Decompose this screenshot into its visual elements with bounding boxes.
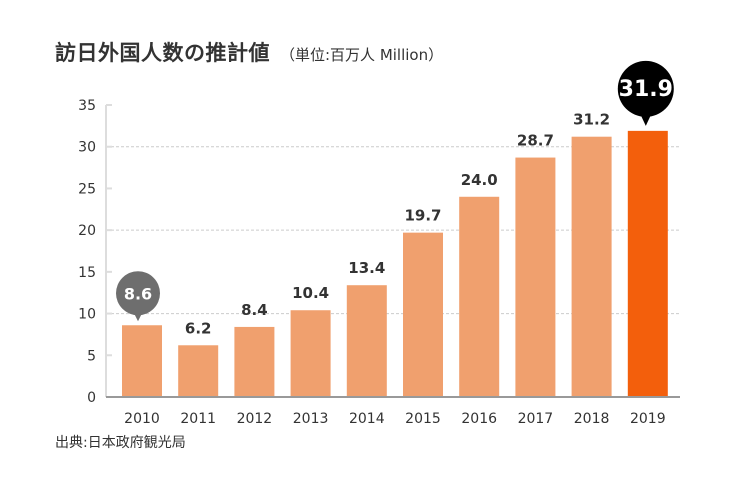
value-label-2019: 31.9 <box>619 77 673 102</box>
y-tick-label: 5 <box>87 348 96 364</box>
bar-2010 <box>122 325 162 397</box>
x-tick-label: 2015 <box>405 411 441 427</box>
bar-2013 <box>290 310 331 397</box>
bar-2015 <box>403 232 443 397</box>
y-tick-label: 15 <box>78 265 96 281</box>
chart-unit: （単位:百万人 Million） <box>280 46 444 64</box>
bar-2014 <box>346 285 387 397</box>
value-label-2014: 13.4 <box>348 259 385 277</box>
y-tick-label: 0 <box>87 390 96 406</box>
x-tick-label: 2017 <box>518 411 554 427</box>
value-label-2012: 8.4 <box>241 301 268 319</box>
value-label-2011: 6.2 <box>185 319 212 337</box>
bar-2016 <box>459 196 500 397</box>
y-tick-label: 25 <box>78 181 96 197</box>
bar-2017 <box>515 157 556 397</box>
x-tick-label: 2010 <box>124 411 160 427</box>
value-bubble-pointer <box>132 309 144 322</box>
source-note: 出典:日本政府観光局 <box>55 435 186 451</box>
x-tick-label: 2018 <box>574 411 610 427</box>
value-label-2016: 24.0 <box>461 171 498 189</box>
chart-title: 訪日外国人数の推計値 （単位:百万人 Million） <box>55 37 443 67</box>
value-label-2010: 8.6 <box>124 284 152 303</box>
y-tick-label: 20 <box>78 223 96 239</box>
bar-2012 <box>234 326 275 397</box>
value-label-2013: 10.4 <box>292 284 329 302</box>
value-label-2017: 28.7 <box>517 132 554 150</box>
x-tick-label: 2014 <box>349 411 385 427</box>
value-label-2015: 19.7 <box>404 207 441 225</box>
value-label-2018: 31.2 <box>573 111 610 129</box>
y-tick-label: 30 <box>78 140 96 156</box>
value-bubble-2019 <box>617 60 674 117</box>
x-tick-label: 2012 <box>237 411 273 427</box>
x-tick-label: 2019 <box>630 411 666 427</box>
x-tick-label: 2016 <box>461 411 497 427</box>
bar-2018 <box>571 136 612 397</box>
x-tick-label: 2011 <box>180 411 216 427</box>
y-tick-label: 10 <box>78 307 96 323</box>
chart-title-text: 訪日外国人数の推計値 <box>55 41 270 65</box>
x-tick-label: 2013 <box>293 411 329 427</box>
bar-2011 <box>178 345 219 397</box>
y-tick-label: 35 <box>78 98 96 114</box>
bar-2019 <box>627 130 668 397</box>
value-bubble-2010 <box>116 271 160 316</box>
value-bubble-pointer <box>638 110 653 126</box>
